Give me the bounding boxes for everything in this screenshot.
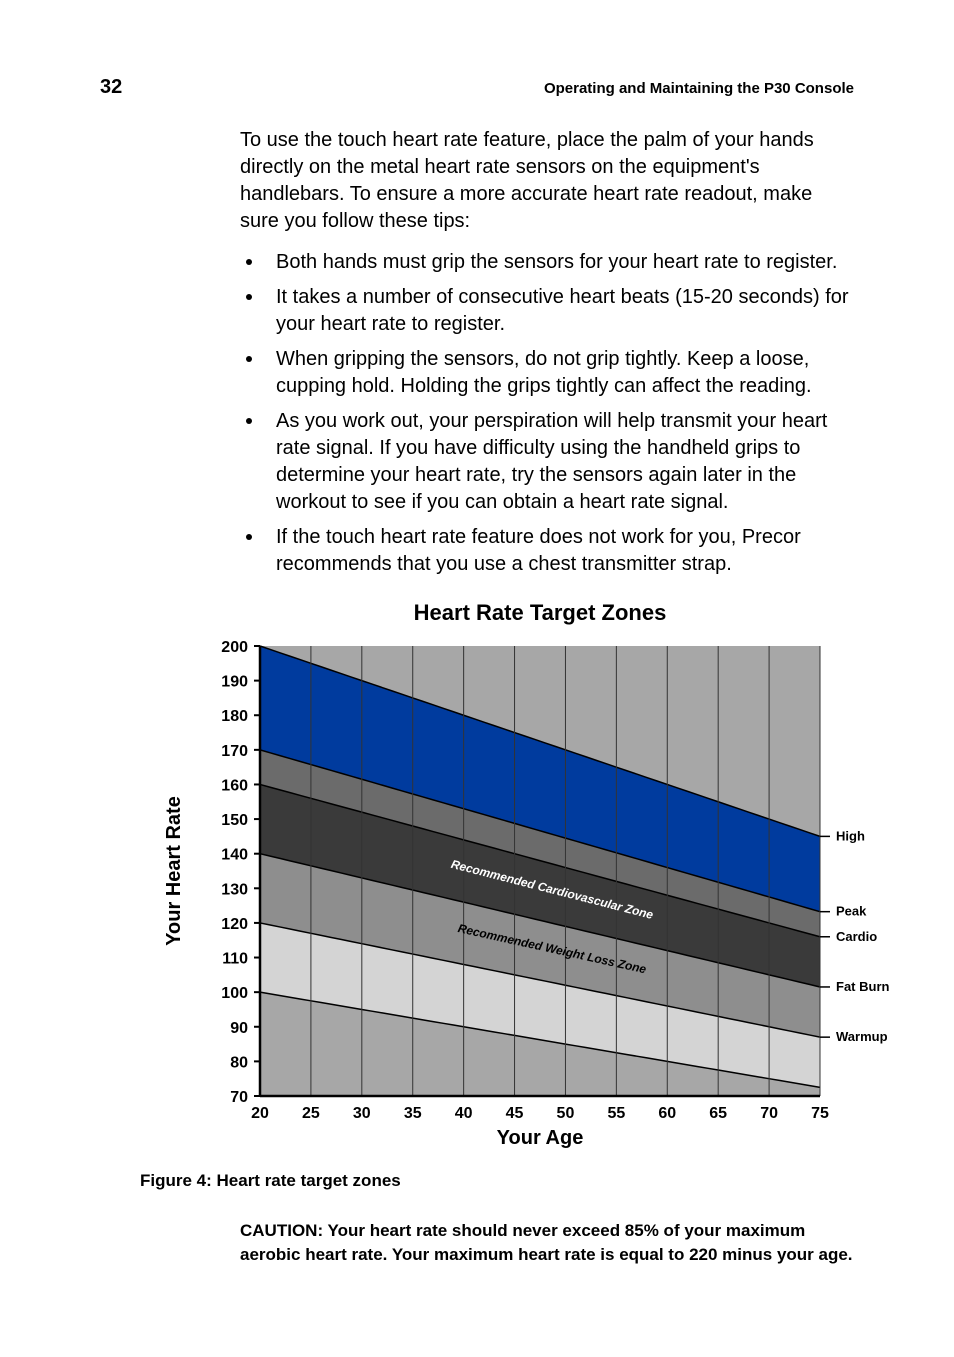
svg-text:50: 50 xyxy=(557,1105,575,1122)
svg-text:160: 160 xyxy=(221,777,248,794)
svg-text:80: 80 xyxy=(230,1054,248,1071)
list-item: If the touch heart rate feature does not… xyxy=(240,524,854,578)
svg-text:35: 35 xyxy=(404,1105,422,1122)
bullet-icon xyxy=(246,259,252,265)
svg-text:70: 70 xyxy=(230,1089,248,1106)
svg-text:140: 140 xyxy=(221,847,248,864)
svg-text:Heart Rate Target Zones: Heart Rate Target Zones xyxy=(414,600,667,625)
list-item: Both hands must grip the sensors for you… xyxy=(240,249,854,276)
figure-caption: Figure 4: Heart rate target zones xyxy=(140,1171,854,1191)
page-number: 32 xyxy=(100,76,240,99)
bullet-icon xyxy=(246,418,252,424)
header-title: Operating and Maintaining the P30 Consol… xyxy=(240,80,854,97)
svg-text:25: 25 xyxy=(302,1105,320,1122)
svg-text:Your Age: Your Age xyxy=(497,1127,584,1149)
svg-text:65: 65 xyxy=(709,1105,727,1122)
bullet-icon xyxy=(246,294,252,300)
svg-text:170: 170 xyxy=(221,743,248,760)
list-item: As you work out, your perspiration will … xyxy=(240,408,854,516)
bullet-icon xyxy=(246,534,252,540)
list-item: When gripping the sensors, do not grip t… xyxy=(240,346,854,400)
svg-text:45: 45 xyxy=(506,1105,524,1122)
svg-text:110: 110 xyxy=(222,951,248,968)
list-item-text: If the touch heart rate feature does not… xyxy=(276,526,801,575)
svg-text:40: 40 xyxy=(455,1105,473,1122)
svg-text:120: 120 xyxy=(221,916,248,933)
svg-text:90: 90 xyxy=(230,1020,248,1037)
svg-text:High: High xyxy=(836,828,865,843)
svg-text:75: 75 xyxy=(811,1105,829,1122)
list-item-text: It takes a number of consecutive heart b… xyxy=(276,286,849,335)
svg-text:100: 100 xyxy=(221,985,248,1002)
svg-text:Your Heart Rate: Your Heart Rate xyxy=(163,796,185,946)
svg-text:60: 60 xyxy=(658,1105,676,1122)
svg-text:180: 180 xyxy=(221,708,248,725)
svg-text:190: 190 xyxy=(221,674,248,691)
svg-text:Cardio: Cardio xyxy=(836,929,877,944)
tips-list: Both hands must grip the sensors for you… xyxy=(240,249,854,578)
caution-text: CAUTION: Your heart rate should never ex… xyxy=(240,1219,854,1267)
heart-rate-chart: Heart Rate Target Zones 70 80 90 100 110 120 13… xyxy=(140,596,854,1161)
svg-text:55: 55 xyxy=(607,1105,625,1122)
svg-text:Peak: Peak xyxy=(836,904,867,919)
svg-text:70: 70 xyxy=(760,1105,778,1122)
svg-text:200: 200 xyxy=(221,639,248,656)
list-item-text: Both hands must grip the sensors for you… xyxy=(276,251,837,273)
svg-text:20: 20 xyxy=(251,1105,269,1122)
list-item: It takes a number of consecutive heart b… xyxy=(240,284,854,338)
list-item-text: When gripping the sensors, do not grip t… xyxy=(276,348,812,397)
bullet-icon xyxy=(246,356,252,362)
svg-text:30: 30 xyxy=(353,1105,371,1122)
list-item-text: As you work out, your perspiration will … xyxy=(276,410,827,513)
svg-text:150: 150 xyxy=(221,812,248,829)
intro-paragraph: To use the touch heart rate feature, pla… xyxy=(240,127,854,235)
svg-text:Fat Burn: Fat Burn xyxy=(836,979,890,994)
svg-text:130: 130 xyxy=(221,881,248,898)
svg-text:Warmup: Warmup xyxy=(836,1029,888,1044)
